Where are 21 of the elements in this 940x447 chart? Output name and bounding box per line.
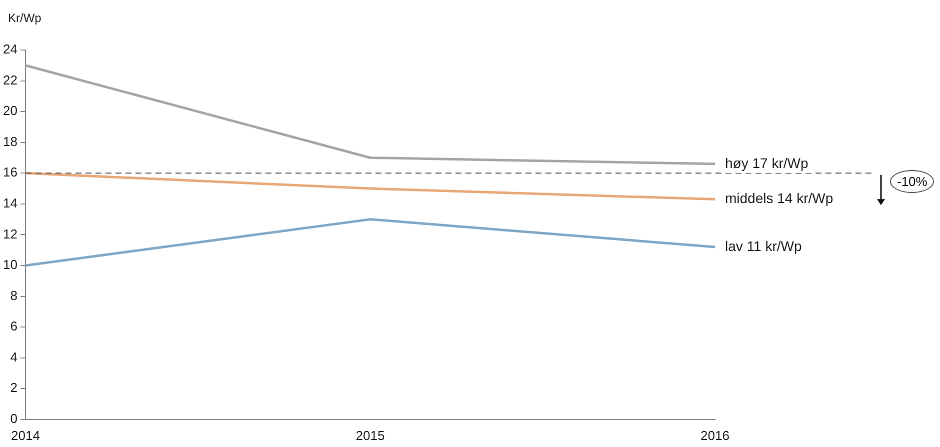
y-tick-label: 4 [10, 349, 18, 364]
y-tick-label: 0 [10, 410, 18, 426]
y-tick-label: 2 [10, 380, 18, 396]
text: -10% [890, 170, 934, 194]
x-tick-label: 2014 [11, 428, 40, 443]
y-tick-label: 18 [2, 134, 18, 149]
series-label: middels 14 kr/Wp [725, 190, 834, 206]
y-tick-label: 22 [2, 72, 18, 88]
y-tick-label: 10 [2, 257, 18, 272]
x-tick-label: 2015 [356, 428, 385, 443]
y-tick-label: 24 [2, 42, 18, 57]
y-tick-label: 20 [2, 103, 18, 118]
series-label: høy 17 kr/Wp [725, 154, 808, 171]
y-tick-label: 8 [10, 288, 18, 303]
y-tick-label: 16 [2, 164, 18, 180]
series-label: lav 11 kr/Wp [725, 238, 802, 254]
y-axis-title: Kr/Wp [8, 11, 42, 25]
y-tick-label: 6 [10, 318, 18, 334]
y-tick-label: 14 [2, 195, 18, 210]
x-tick-label: 2016 [700, 428, 730, 443]
y-tick-label: 12 [2, 226, 18, 242]
